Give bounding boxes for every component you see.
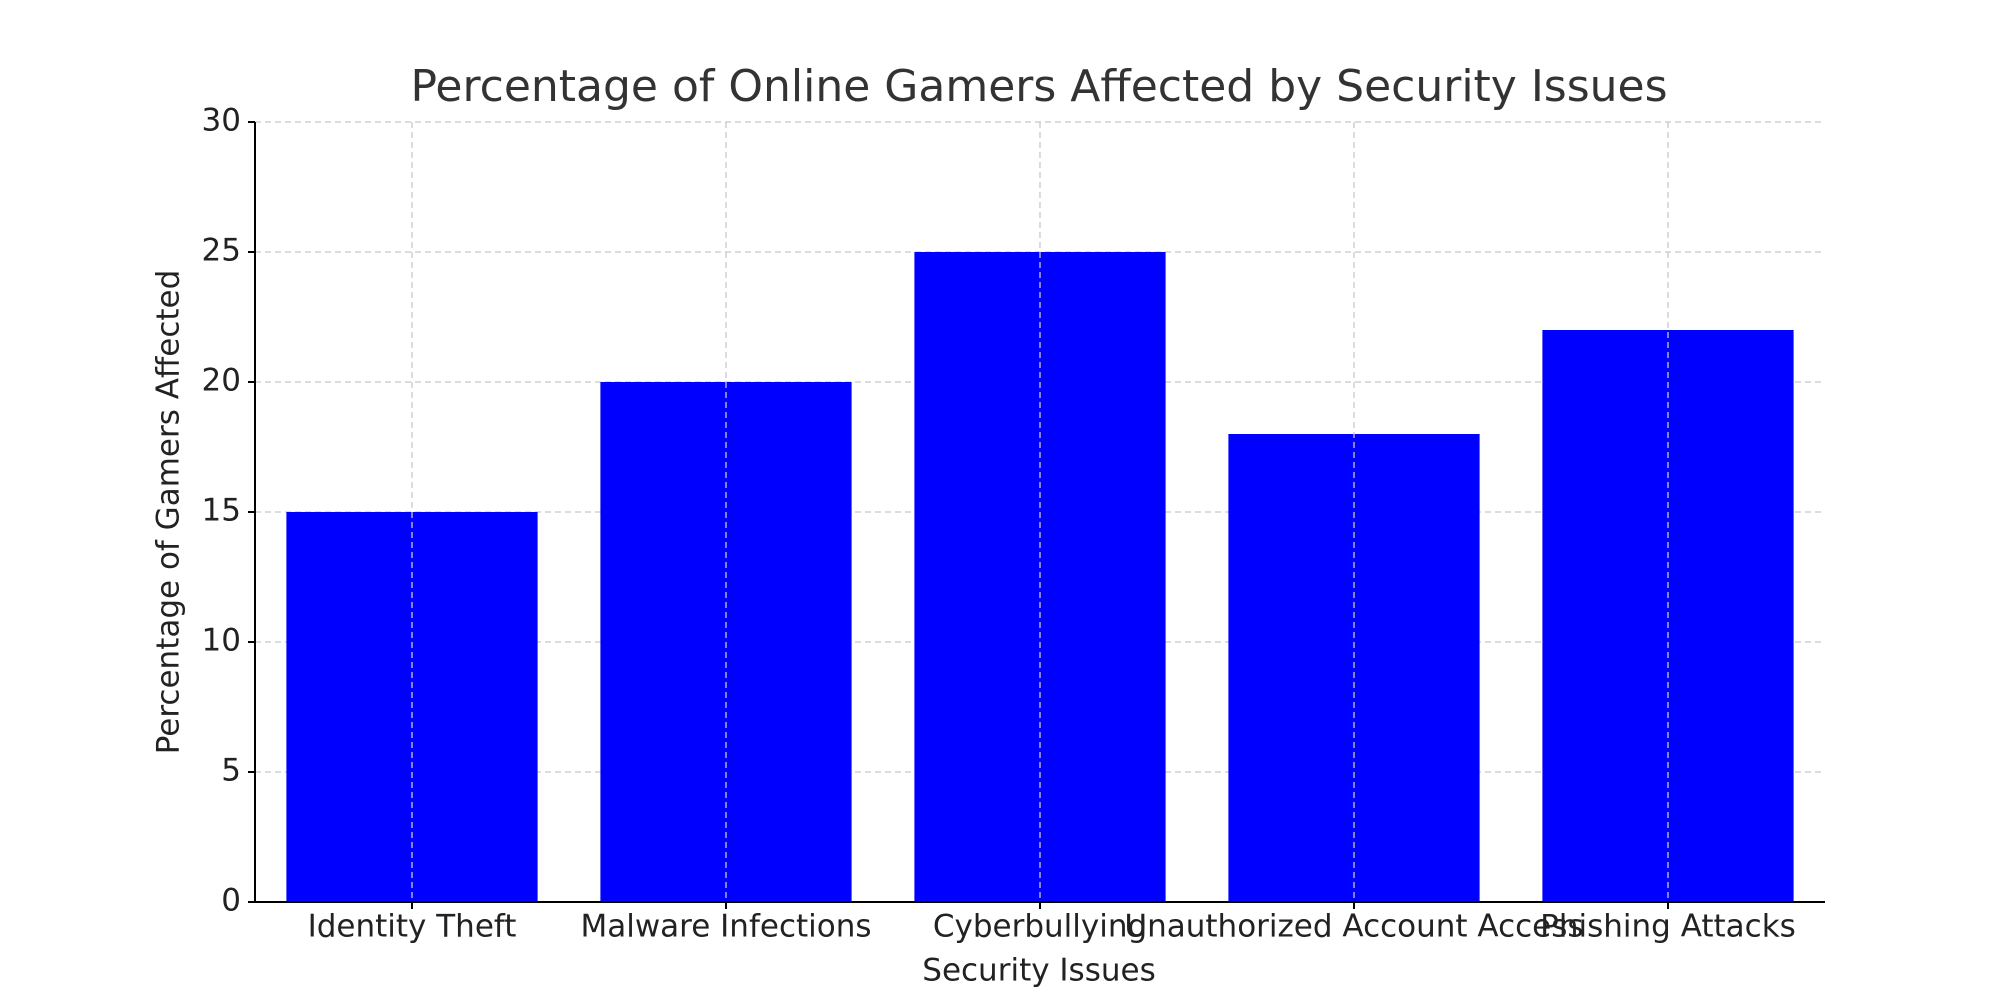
y-tick-label: 15 (202, 493, 241, 529)
y-tick-label: 5 (221, 753, 241, 789)
y-tick-label: 30 (202, 103, 241, 139)
x-tick-label: Cyberbullying (933, 909, 1147, 945)
chart-title: Percentage of Online Gamers Affected by … (410, 61, 1667, 112)
x-tick-label: Identity Theft (308, 909, 517, 945)
y-tick-label: 10 (202, 623, 241, 659)
y-tick-label: 25 (202, 233, 241, 269)
x-tick-label: Malware Infections (580, 909, 871, 945)
y-tick-label: 20 (202, 363, 241, 399)
x-axis-label: Security Issues (922, 953, 1155, 989)
x-tick-label: Phishing Attacks (1540, 909, 1796, 945)
y-axis-label: Percentage of Gamers Affected (151, 270, 187, 755)
y-tick-label: 0 (221, 883, 241, 919)
x-tick-label: Unauthorized Account Access (1124, 909, 1583, 945)
